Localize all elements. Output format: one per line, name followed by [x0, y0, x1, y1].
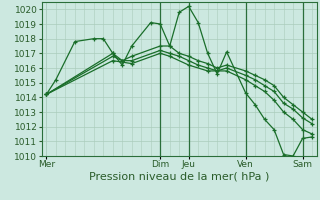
X-axis label: Pression niveau de la mer( hPa ): Pression niveau de la mer( hPa ) — [89, 172, 269, 182]
